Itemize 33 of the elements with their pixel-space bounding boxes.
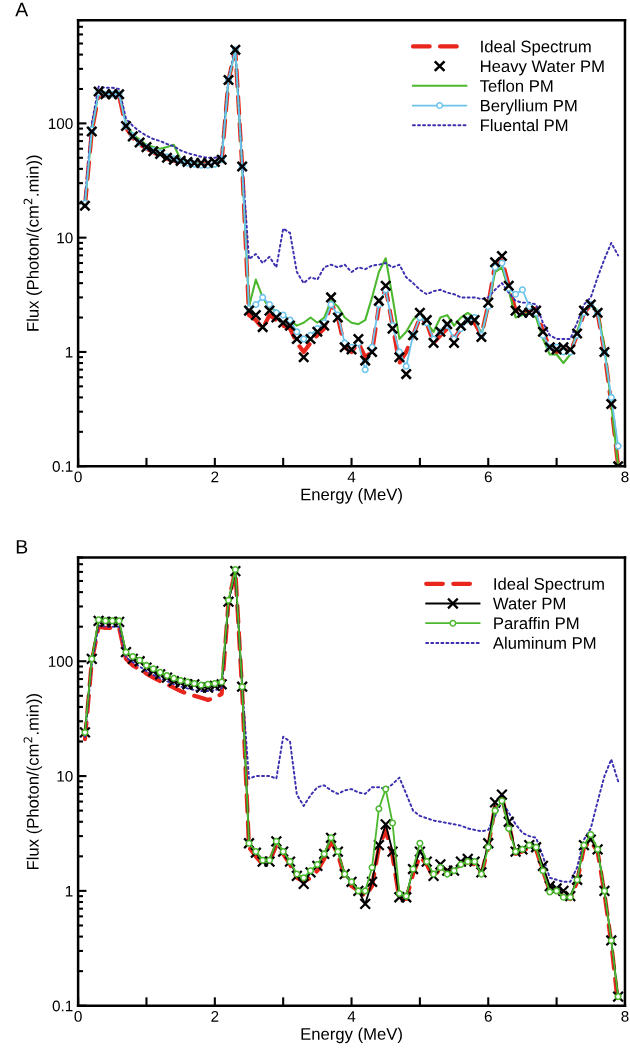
x-axis-title: Energy (MeV) [301, 1027, 402, 1044]
legend-label: Water PM [492, 597, 565, 610]
y-axis-title: Flux (Photon/(cm$^{2}$.min)) [23, 693, 43, 870]
x-tick-label: 4 [347, 471, 356, 483]
x-tick-label: 2 [211, 1010, 219, 1022]
legend-label: Heavy Water PM [481, 60, 604, 76]
x-axis-title: Energy (MeV) [301, 488, 402, 504]
y-axis-title: Flux (Photon/(cm$^{2}$.min)) [23, 155, 43, 331]
x-tick-label: 0 [74, 471, 82, 483]
y-tick-label: 100 [48, 118, 73, 130]
chart-title: A [15, 2, 29, 17]
legend-label: Teflon PM [480, 79, 553, 92]
y-tick-label: 0.1 [52, 1000, 73, 1012]
y-tick-label: 1 [65, 346, 73, 358]
x-tick-label: 8 [621, 471, 629, 483]
x-tick-label: 6 [484, 1010, 492, 1022]
y-tick-label: 100 [48, 656, 73, 667]
y-tick-label: 1 [65, 885, 73, 897]
legend-label: Ideal Spectrum [481, 40, 591, 56]
y-tick-label: 10 [57, 232, 73, 244]
x-tick-label: 6 [484, 471, 492, 483]
x-tick-label: 2 [211, 471, 219, 483]
legend-label: Beryllium PM [481, 99, 577, 115]
legend-label: Ideal Spectrum [494, 577, 604, 594]
legend-label: Aluminum PM [492, 636, 596, 649]
x-tick-label: 8 [621, 1010, 629, 1022]
legend-label: Paraffin PM [494, 616, 579, 630]
legend-label: Fluental PM [481, 118, 568, 132]
x-tick-label: 0 [74, 1010, 82, 1022]
chart-title: B [16, 540, 28, 554]
x-tick-label: 4 [347, 1011, 356, 1022]
y-tick-label: 10 [57, 770, 73, 782]
y-tick-label: 0.1 [52, 461, 73, 472]
